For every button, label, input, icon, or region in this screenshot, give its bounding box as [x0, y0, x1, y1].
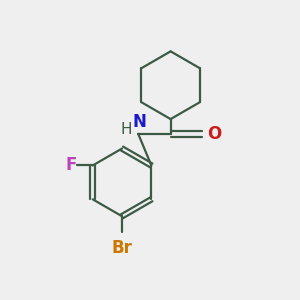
Text: F: F — [65, 157, 77, 175]
Text: Br: Br — [112, 239, 133, 257]
Text: O: O — [207, 125, 221, 143]
Text: N: N — [133, 113, 147, 131]
Text: H: H — [120, 122, 132, 137]
